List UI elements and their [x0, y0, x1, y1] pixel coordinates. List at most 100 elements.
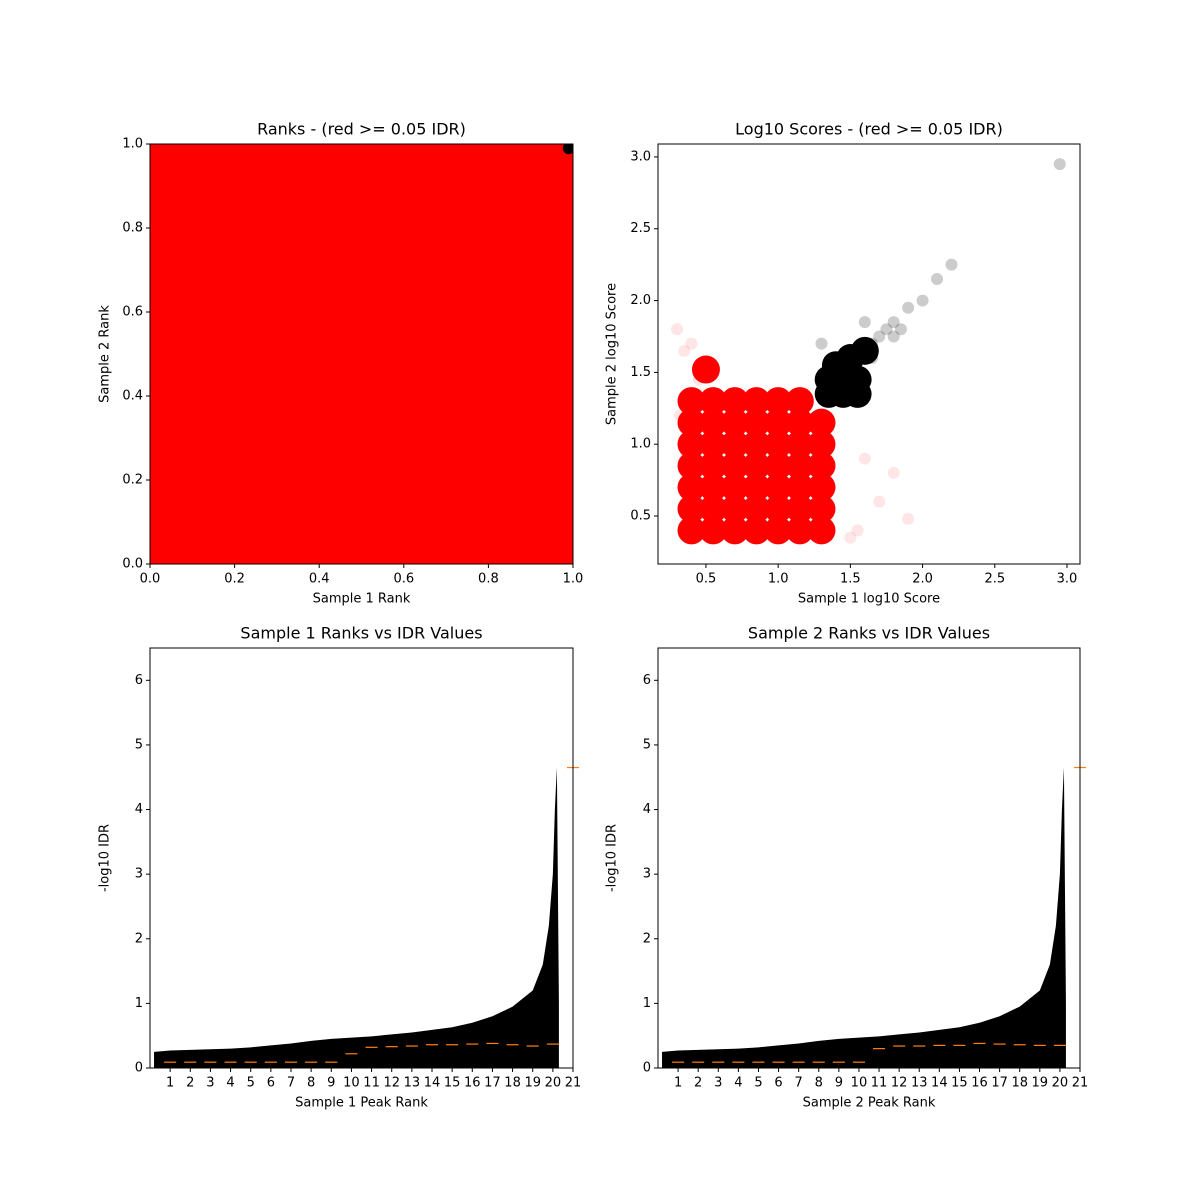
- x-tick-label: 13: [911, 1076, 928, 1091]
- x-tick-label: 14: [424, 1076, 441, 1091]
- point: [807, 408, 836, 437]
- chart-title: Log10 Scores - (red >= 0.05 IDR): [735, 120, 1003, 139]
- x-axis-label: Sample 2 Peak Rank: [803, 1096, 936, 1111]
- point: [403, 395, 490, 481]
- point: [916, 294, 929, 307]
- x-tick-label: 7: [287, 1076, 295, 1091]
- point: [691, 355, 720, 384]
- x-tick-label: 2.5: [984, 572, 1005, 587]
- x-tick-label: 17: [991, 1076, 1008, 1091]
- x-tick-label: 10: [851, 1076, 868, 1091]
- y-tick-label: 6: [643, 673, 651, 688]
- x-tick-label: 0.4: [309, 572, 330, 587]
- point: [150, 144, 236, 229]
- point: [1053, 158, 1066, 171]
- x-axis-label: Sample 1 Peak Rank: [295, 1096, 428, 1111]
- x-tick-label: 3: [206, 1076, 214, 1091]
- point: [233, 311, 320, 397]
- point: [902, 512, 915, 525]
- point: [487, 395, 573, 481]
- point: [318, 479, 405, 564]
- x-tick-label: 9: [835, 1076, 843, 1091]
- point: [873, 495, 886, 508]
- x-tick-label: 13: [404, 1076, 421, 1091]
- point: [720, 408, 749, 437]
- y-tick-label: 1.0: [122, 137, 143, 152]
- y-tick-label: 5: [135, 737, 143, 752]
- y-tick-label: 1.5: [630, 365, 651, 380]
- x-tick-label: 1.0: [768, 572, 789, 587]
- point: [902, 301, 915, 314]
- y-tick-label: 0.4: [122, 389, 143, 404]
- x-tick-label: 0.8: [478, 572, 499, 587]
- axes-frame: [149, 647, 574, 1069]
- y-tick-label: 2: [643, 931, 651, 946]
- point: [318, 311, 405, 397]
- chart-title: Sample 1 Ranks vs IDR Values: [240, 624, 482, 643]
- point: [677, 408, 706, 437]
- x-tick-label: 10: [343, 1076, 360, 1091]
- x-tick-label: 0.6: [393, 572, 414, 587]
- point: [850, 336, 879, 365]
- y-tick-label: 1.0: [630, 437, 651, 452]
- point: [945, 258, 958, 271]
- x-tick-label: 7: [795, 1076, 803, 1091]
- point: [866, 337, 879, 350]
- point: [894, 323, 907, 336]
- point: [677, 473, 706, 502]
- point: [677, 494, 706, 523]
- x-tick-label: 4: [734, 1076, 742, 1091]
- point: [150, 395, 236, 481]
- point: [403, 144, 490, 229]
- point: [720, 451, 749, 480]
- x-tick-label: 12: [383, 1076, 400, 1091]
- x-tick-label: 1.0: [563, 572, 584, 587]
- point: [742, 430, 771, 459]
- y-axis-label: Sample 2 log10 Score: [605, 283, 620, 425]
- x-axis-label: Sample 1 log10 Score: [798, 592, 940, 607]
- x-tick-label: 4: [226, 1076, 234, 1091]
- point: [233, 479, 320, 564]
- x-tick-label: 14: [931, 1076, 948, 1091]
- x-tick-label: 12: [891, 1076, 908, 1091]
- point: [873, 330, 886, 343]
- point: [807, 473, 836, 502]
- x-tick-label: 5: [754, 1076, 762, 1091]
- y-tick-label: 0: [135, 1061, 143, 1076]
- point: [150, 479, 236, 564]
- idr-area: [662, 767, 1066, 1068]
- point: [678, 344, 691, 357]
- y-axis-label: Sample 2 Rank: [98, 305, 113, 403]
- y-tick-label: 2.5: [630, 221, 651, 236]
- point: [699, 387, 728, 416]
- point: [785, 516, 814, 545]
- point: [720, 473, 749, 502]
- x-tick-label: 18: [504, 1076, 521, 1091]
- point: [887, 316, 900, 329]
- x-tick-label: 16: [464, 1076, 481, 1091]
- point: [487, 479, 573, 564]
- x-tick-label: 11: [871, 1076, 888, 1091]
- point: [764, 430, 793, 459]
- point: [815, 337, 828, 350]
- x-tick-label: 21: [1072, 1076, 1089, 1091]
- point: [843, 365, 872, 394]
- x-tick-label: 8: [307, 1076, 315, 1091]
- point: [677, 451, 706, 480]
- point: [720, 387, 749, 416]
- y-tick-label: 1: [135, 996, 143, 1011]
- point: [720, 516, 749, 545]
- plot-area: [671, 158, 1066, 545]
- point: [807, 494, 836, 523]
- x-tick-label: 9: [327, 1076, 335, 1091]
- point: [671, 323, 684, 336]
- point: [233, 395, 320, 481]
- point: [807, 516, 836, 545]
- point: [318, 227, 405, 313]
- point: [720, 494, 749, 523]
- x-tick-label: 6: [774, 1076, 782, 1091]
- axes-frame: [657, 143, 1081, 565]
- y-tick-label: 0.2: [122, 473, 143, 488]
- point: [699, 473, 728, 502]
- point: [887, 330, 900, 343]
